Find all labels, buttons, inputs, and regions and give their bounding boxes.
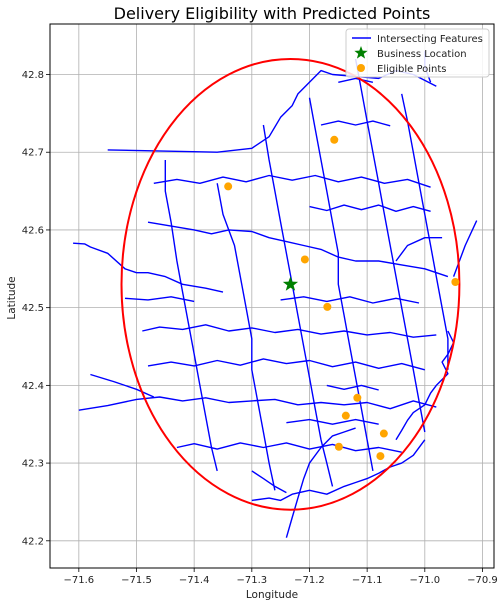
eligible-point bbox=[341, 411, 350, 420]
chart-title: Delivery Eligibility with Predicted Poin… bbox=[114, 4, 431, 23]
y-tick-label: 42.8 bbox=[22, 70, 44, 81]
x-tick-label: −70.9 bbox=[467, 575, 498, 586]
feature-line bbox=[395, 330, 455, 441]
y-ticks: 42.2 42.3 42.4 42.5 42.6 42.7 42.8 bbox=[22, 70, 50, 547]
business-location-star bbox=[282, 276, 299, 291]
y-tick-label: 42.5 bbox=[22, 303, 44, 314]
x-ticks: −71.6 −71.5 −71.4 −71.3 −71.2 −71.1 −71.0 −70.9 bbox=[64, 568, 498, 586]
feature-line bbox=[262, 124, 334, 487]
eligible-point bbox=[300, 255, 309, 264]
x-tick-label: −71.6 bbox=[64, 575, 95, 586]
feature-line bbox=[153, 174, 431, 188]
boundary-circle bbox=[120, 57, 461, 511]
y-tick-label: 42.7 bbox=[22, 148, 44, 159]
legend-label-features: Intersecting Features bbox=[377, 34, 483, 45]
feature-line bbox=[216, 183, 276, 491]
feature-line bbox=[164, 160, 218, 472]
legend-label-business: Business Location bbox=[377, 49, 467, 60]
feature-line bbox=[320, 120, 391, 127]
feature-line bbox=[395, 237, 443, 262]
feature-line bbox=[452, 220, 478, 277]
business-location bbox=[282, 276, 299, 291]
feature-line bbox=[251, 470, 287, 494]
eligible-point bbox=[334, 442, 343, 451]
eligibility-boundary bbox=[120, 57, 461, 511]
eligible-point bbox=[353, 393, 362, 402]
feature-line bbox=[142, 324, 437, 338]
y-tick-label: 42.3 bbox=[22, 459, 44, 470]
feature-line bbox=[326, 384, 379, 391]
feature-line bbox=[251, 439, 426, 502]
intersecting-features bbox=[73, 51, 478, 538]
feature-line bbox=[285, 427, 356, 538]
y-axis-label: Latitude bbox=[6, 276, 18, 319]
feature-line bbox=[124, 296, 195, 303]
eligible-point bbox=[379, 429, 388, 438]
x-tick-label: −71.1 bbox=[352, 575, 383, 586]
y-tick-label: 42.4 bbox=[22, 381, 44, 392]
eligible-point bbox=[330, 135, 339, 144]
x-tick-label: −71.0 bbox=[409, 575, 440, 586]
x-tick-label: −71.4 bbox=[179, 575, 210, 586]
y-tick-label: 42.6 bbox=[22, 225, 44, 236]
legend: Intersecting Features Business Location … bbox=[345, 28, 490, 78]
feature-line bbox=[176, 442, 402, 453]
feature-line bbox=[78, 396, 437, 411]
x-tick-label: −71.5 bbox=[121, 575, 152, 586]
feature-line bbox=[308, 97, 374, 472]
feature-line bbox=[309, 204, 431, 212]
feature-line bbox=[280, 296, 420, 304]
legend-point-swatch bbox=[357, 64, 365, 72]
x-tick-label: −71.3 bbox=[236, 575, 267, 586]
feature-line bbox=[90, 373, 155, 398]
feature-line bbox=[107, 69, 437, 153]
eligible-point bbox=[376, 452, 385, 461]
eligible-points bbox=[224, 135, 460, 461]
eligible-point bbox=[451, 278, 460, 287]
eligible-point bbox=[224, 182, 233, 191]
feature-line bbox=[147, 358, 425, 371]
x-axis-label: Longitude bbox=[246, 589, 298, 601]
y-tick-label: 42.2 bbox=[22, 536, 44, 547]
legend-label-eligible: Eligible Points bbox=[377, 64, 447, 75]
feature-line bbox=[73, 242, 224, 293]
feature-line bbox=[338, 77, 374, 83]
feature-line bbox=[354, 58, 426, 433]
feature-line bbox=[147, 221, 449, 278]
x-tick-label: −71.2 bbox=[294, 575, 325, 586]
legend-star-swatch bbox=[354, 46, 368, 59]
eligible-point bbox=[323, 302, 332, 311]
feature-line bbox=[401, 93, 449, 370]
feature-line bbox=[286, 418, 379, 425]
plot-frame bbox=[49, 23, 495, 569]
grid bbox=[50, 24, 494, 568]
legend-box bbox=[345, 28, 490, 78]
